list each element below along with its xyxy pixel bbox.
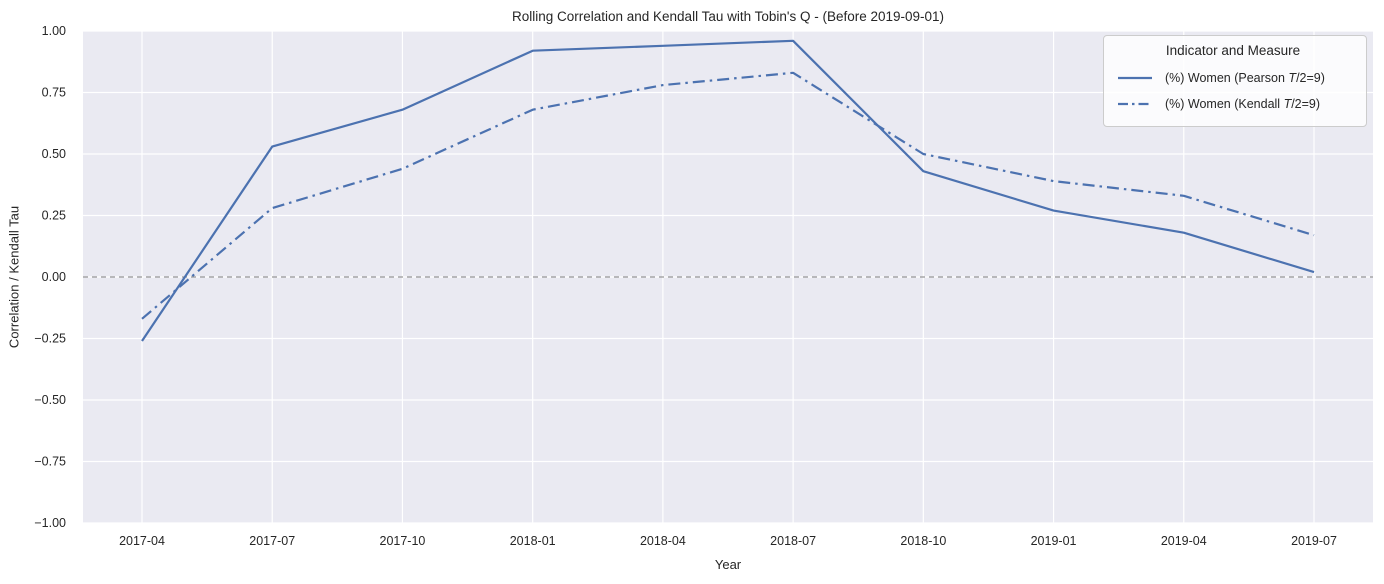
y-tick-label: 0.25: [42, 209, 66, 223]
x-tick-label: 2019-01: [1031, 534, 1077, 548]
y-axis-label: Correlation / Kendall Tau: [6, 205, 22, 349]
series-line-kendall: [141, 71, 1315, 320]
y-tick-label: −1.00: [34, 516, 66, 530]
x-tick-label: 2019-04: [1161, 534, 1207, 548]
legend-entry-label: (%) Women (Kendall T/2=9): [1165, 97, 1321, 111]
x-tick-label: 2018-07: [770, 534, 816, 548]
legend-title: Indicator and Measure: [1165, 43, 1301, 58]
x-tick-label: 2018-04: [640, 534, 686, 548]
x-tick-label: 2017-07: [249, 534, 295, 548]
y-tick-label: 0.75: [42, 86, 66, 100]
x-axis-label: Year: [714, 557, 742, 572]
y-tick-label: −0.25: [34, 332, 66, 346]
x-tick-label: 2019-07: [1291, 534, 1337, 548]
legend-line-solid-icon: [1118, 76, 1152, 80]
legend: Indicator and Measure (%) Women (Pearson…: [1103, 35, 1367, 127]
legend-entry-label: (%) Women (Pearson T/2=9): [1165, 71, 1325, 85]
x-tick-label: 2018-01: [510, 534, 556, 548]
y-tick-label: 1.00: [42, 24, 66, 38]
x-tick-label: 2017-10: [380, 534, 426, 548]
legend-line-dashdot-icon: [1118, 102, 1152, 106]
chart-title: Rolling Correlation and Kendall Tau with…: [511, 9, 945, 24]
x-tick-label: 2017-04: [119, 534, 165, 548]
series-line-pearson: [141, 39, 1315, 342]
legend-entry-kendall: (%) Women (Kendall T/2=9): [1114, 91, 1352, 117]
x-tick-label: 2018-10: [900, 534, 946, 548]
legend-entry-pearson: (%) Women (Pearson T/2=9): [1114, 65, 1352, 91]
y-tick-label: 0.50: [42, 147, 66, 161]
y-tick-label: −0.75: [34, 455, 66, 469]
y-tick-label: 0.00: [42, 270, 66, 284]
y-tick-label: −0.50: [34, 393, 66, 407]
